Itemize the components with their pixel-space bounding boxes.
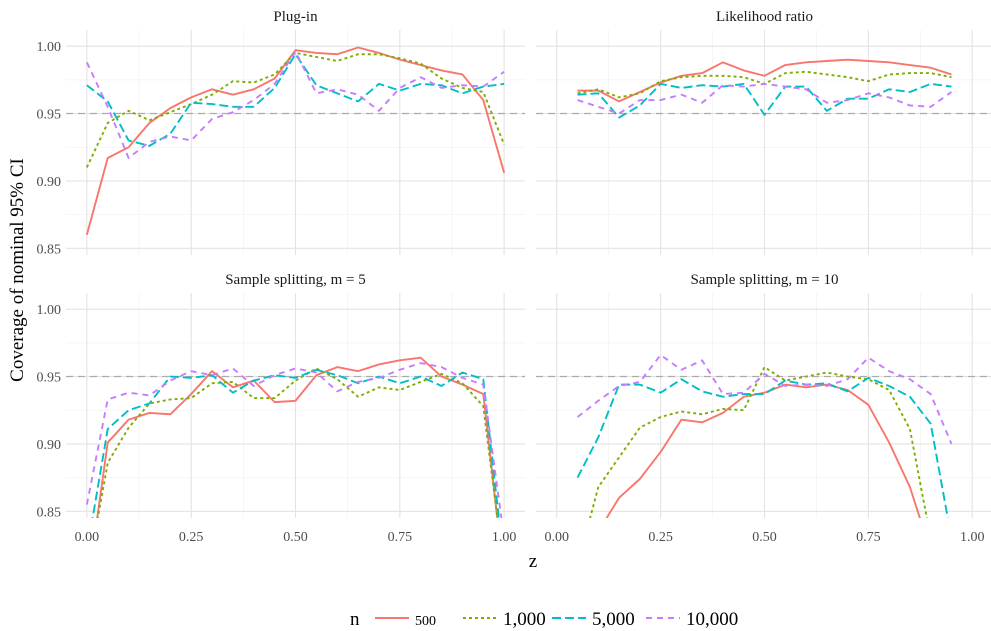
panels-group: Plug-in 0.85 0.90 0.95 1.00 Likelihood ratio S… (37, 9, 991, 545)
panel-0: Plug-in 0.85 0.90 0.95 1.00 (37, 9, 525, 257)
x-tick-label: 0.00 (545, 530, 570, 545)
x-tick-label: 0.75 (388, 530, 413, 545)
panel-3: Sample splitting, m = 10 0.00 0.25 0.50 0.75… (536, 272, 991, 545)
series-line-2 (576, 376, 949, 518)
y-tick-label: 0.95 (37, 371, 62, 386)
panel-title: Sample splitting, m = 10 (690, 272, 838, 288)
series-line-3 (86, 50, 505, 159)
y-tick-label: 0.90 (37, 175, 62, 190)
panel-title: Likelihood ratio (716, 9, 813, 25)
series-line-0 (605, 383, 921, 518)
y-tick-label: 0.90 (37, 438, 62, 453)
legend-label-0: 500 (415, 614, 436, 629)
x-tick-label: 1.00 (492, 530, 517, 545)
series-line-0 (96, 356, 499, 518)
series-line-2 (91, 368, 500, 518)
panel-title: Plug-in (273, 9, 318, 25)
series-group (577, 58, 953, 119)
x-tick-label: 0.50 (283, 530, 308, 545)
series-group (85, 46, 506, 236)
series-line-3 (85, 362, 503, 518)
x-tick-label: 1.00 (960, 530, 985, 545)
series-group (576, 354, 953, 518)
legend-label-1: 1,000 (503, 609, 546, 630)
series-line-0 (577, 58, 952, 103)
series-line-3 (576, 354, 953, 445)
y-tick-label: 0.85 (37, 505, 62, 520)
y-tick-label: 1.00 (37, 40, 62, 55)
legend: n 500 1,000 5,000 10,000 (350, 609, 738, 630)
x-tick-label: 0.50 (752, 530, 777, 545)
y-axis-title: Coverage of nominal 95% CI (7, 158, 28, 382)
x-tick-label: 0.75 (856, 530, 881, 545)
y-tick-label: 0.85 (37, 242, 62, 257)
panel-title: Sample splitting, m = 5 (225, 272, 366, 288)
legend-label-2: 5,000 (592, 609, 635, 630)
series-group (85, 356, 503, 518)
x-tick-label: 0.00 (75, 530, 100, 545)
series-line-1 (85, 51, 506, 168)
y-tick-label: 0.95 (37, 108, 62, 123)
panel-background (536, 30, 991, 255)
x-tick-label: 0.25 (179, 530, 204, 545)
panel-background (536, 293, 991, 518)
legend-title: n (350, 609, 360, 630)
series-line-2 (577, 82, 952, 119)
y-tick-label: 1.00 (37, 303, 62, 318)
x-axis-title: z (529, 551, 537, 572)
series-line-3 (577, 82, 953, 115)
panel-1: Likelihood ratio (536, 9, 991, 255)
x-tick-label: 0.25 (648, 530, 673, 545)
panel-2: Sample splitting, m = 5 0.00 0.25 0.50 0.75 1… (37, 272, 525, 545)
legend-label-3: 10,000 (686, 609, 738, 630)
